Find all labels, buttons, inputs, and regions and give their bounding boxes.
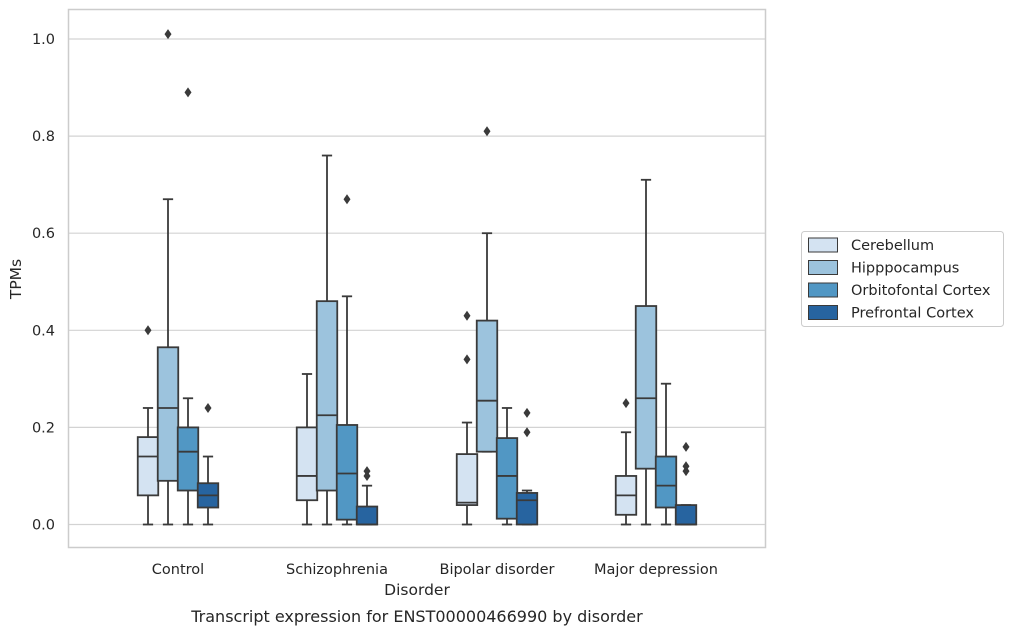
box-group [315, 154, 339, 526]
legend-entry: Cerebellum [851, 238, 934, 254]
box-group [136, 325, 160, 526]
box-group [355, 466, 379, 526]
outlier-point [523, 407, 531, 418]
outlier-point [463, 354, 471, 365]
outlier-point [682, 441, 690, 452]
outlier-point [164, 29, 172, 40]
box-group [674, 441, 698, 526]
outlier-point [363, 466, 371, 477]
y-tick-label: 0.8 [32, 129, 55, 145]
box-group [295, 373, 319, 526]
x-tick-label: Bipolar disorder [440, 562, 555, 578]
y-tick-label: 0.2 [32, 420, 55, 436]
box-group [634, 178, 658, 526]
outlier-point [343, 194, 351, 205]
box [515, 492, 539, 526]
box-group [614, 398, 638, 526]
outlier-point [184, 87, 192, 98]
box [455, 453, 479, 506]
x-axis-label: Disorder [384, 581, 450, 599]
box-group [515, 407, 539, 526]
box-group [475, 126, 499, 453]
outlier-point [523, 427, 531, 438]
box [634, 305, 658, 470]
box-group [176, 87, 200, 526]
boxes [136, 29, 698, 526]
box [136, 436, 160, 497]
box [674, 504, 698, 526]
legend-entry: Hipppocampus [851, 261, 959, 277]
outlier-point [204, 402, 212, 413]
x-tick-label: Major depression [594, 562, 718, 578]
box-group [654, 382, 678, 526]
box-group [156, 29, 180, 526]
y-axis-label: TPMs [7, 259, 25, 300]
box [156, 346, 180, 482]
box [315, 300, 339, 492]
y-tick-label: 1.0 [32, 32, 55, 48]
box-group [455, 310, 479, 526]
y-tick-labels: 0.0 0.2 0.4 0.6 0.8 1.0 [32, 32, 55, 534]
x-tick-labels: Control Schizophrenia Bipolar disorder Majo… [152, 562, 718, 578]
box-group [196, 402, 220, 526]
legend-swatch [808, 305, 838, 320]
legend: Cerebellum Hipppocampus Orbitofontal Corte… [801, 231, 1004, 327]
box-group [495, 407, 519, 526]
legend-swatch [808, 282, 838, 298]
box-group [335, 194, 359, 526]
outlier-point [483, 126, 491, 137]
box [355, 505, 379, 526]
y-tick-label: 0.0 [32, 518, 55, 534]
legend-frame [801, 231, 1004, 327]
box [335, 424, 359, 521]
legend-swatch [808, 260, 838, 275]
box [495, 437, 519, 520]
box [176, 426, 200, 492]
y-tick-label: 0.4 [32, 323, 55, 339]
box [475, 319, 499, 453]
outlier-point [463, 310, 471, 321]
x-tick-label: Schizophrenia [286, 562, 388, 578]
box [654, 455, 678, 509]
outlier-point [682, 461, 690, 472]
plot-frame [67, 8, 767, 549]
outlier-point [622, 398, 630, 409]
chart-caption: Transcript expression for ENST0000046699… [190, 607, 643, 626]
x-tick-label: Control [152, 562, 204, 578]
legend-entry: Prefrontal Cortex [851, 306, 974, 322]
outlier-point [144, 325, 152, 336]
y-tick-label: 0.6 [32, 226, 55, 242]
box [295, 426, 319, 502]
legend-swatch [808, 237, 838, 253]
legend-entry: Orbitofontal Cortex [851, 283, 991, 299]
